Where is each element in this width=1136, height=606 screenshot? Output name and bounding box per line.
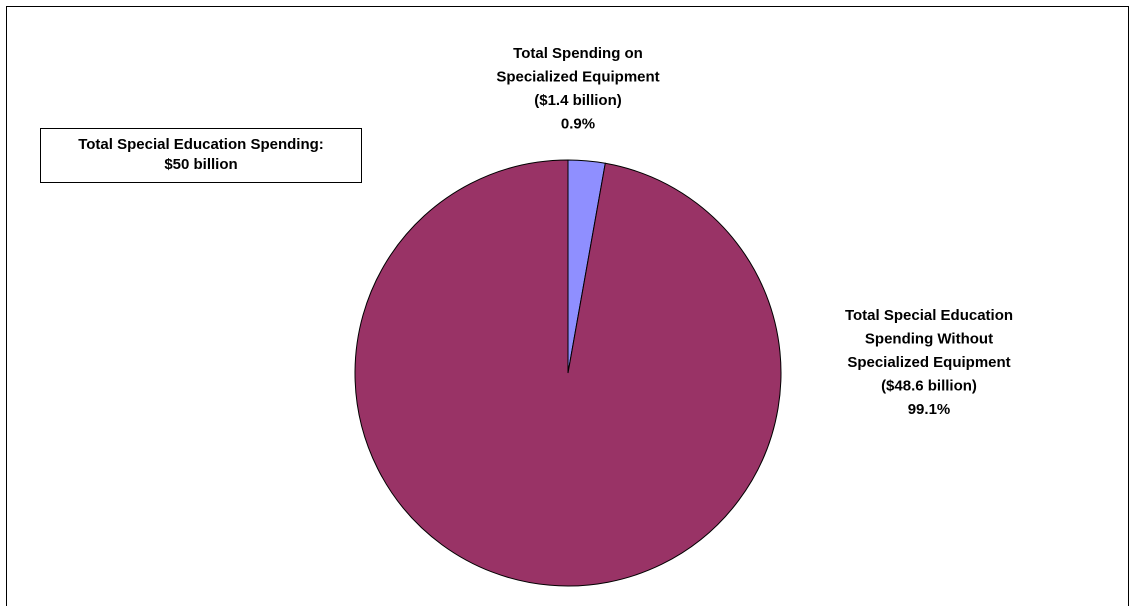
slice-1-label-line-3: ($1.4 billion) — [534, 92, 622, 109]
slice-labels: Total Spending on Specialized Equipment ($… — [496, 45, 1013, 418]
slice-2-label-line-2: Spending Without — [865, 331, 993, 348]
pie-slices — [354, 159, 782, 587]
slice-1-label-line-2: Specialized Equipment — [496, 69, 659, 86]
slice-1-label-line-4: 0.9% — [561, 116, 595, 133]
callout-line-1: Total Special Education Spending: — [78, 136, 324, 153]
slice-2-label-line-4: ($48.6 billion) — [881, 378, 977, 395]
slice-2-label-line-3: Specialized Equipment — [847, 354, 1010, 371]
slice-2-label-line-1: Total Special Education — [845, 307, 1013, 324]
callout-line-2: $50 billion — [164, 156, 238, 173]
pie-slice-2 — [354, 159, 782, 587]
total-spending-callout: Total Special Education Spending: $50 bi… — [40, 128, 362, 183]
slice-2-label-line-5: 99.1% — [908, 401, 951, 418]
slice-1-label-line-1: Total Spending on — [513, 45, 643, 62]
